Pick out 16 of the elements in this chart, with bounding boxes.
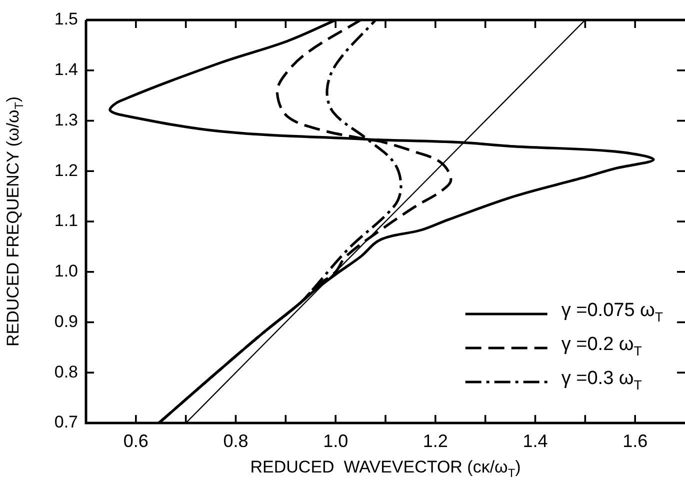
y-tick-label: 1.0 [54, 262, 78, 281]
y-tick-label: 1.1 [54, 211, 78, 230]
x-tick-label: 0.6 [123, 430, 148, 451]
x-tick-label: 1.0 [323, 430, 348, 451]
y-axis-title: REDUCED FREQUENCY (ω/ωT) [4, 96, 26, 347]
x-tick-label: 1.6 [622, 430, 648, 451]
y-tick-label: 1.2 [54, 160, 78, 180]
y-tick-label: 1.3 [54, 110, 78, 130]
x-tick-label: 0.8 [223, 430, 248, 451]
x-tick-label: 1.4 [522, 430, 548, 451]
y-tick-label: 0.8 [54, 362, 78, 382]
x-tick-label: 1.2 [422, 430, 448, 451]
y-tick-label: 0.9 [54, 312, 78, 331]
y-tick-label: 0.7 [54, 412, 78, 432]
y-tick-label: 1.4 [54, 60, 78, 80]
y-tick-label: 1.5 [54, 10, 78, 29]
